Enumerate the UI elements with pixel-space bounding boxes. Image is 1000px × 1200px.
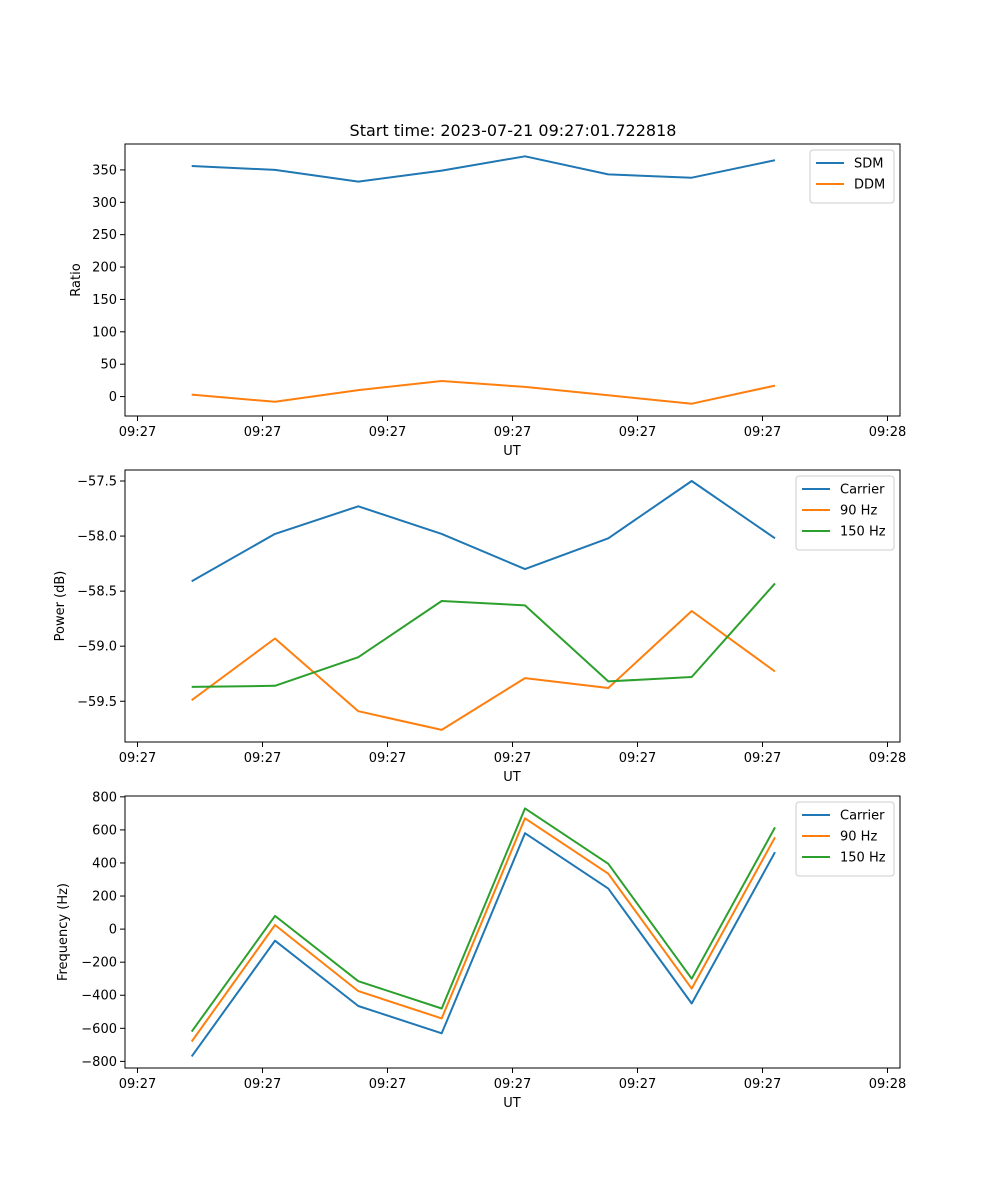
y-tick-label: −59.5	[77, 695, 117, 710]
series-line-90-hz	[191, 610, 776, 731]
legend: Carrier 90 Hz 150 Hz	[795, 475, 895, 551]
y-tick-label: −200	[81, 956, 117, 971]
x-tick-label: 09:27	[244, 425, 281, 440]
legend-entry: 90 Hz	[840, 504, 877, 519]
y-tick-label: −59.0	[77, 640, 117, 655]
axes-frame	[124, 469, 901, 743]
x-tick-label: 09:27	[619, 751, 656, 766]
legend-entry: 150 Hz	[840, 525, 886, 540]
series-line-sdm	[191, 155, 776, 183]
series-line-carrier	[191, 480, 776, 583]
x-tick-label: 09:27	[119, 751, 156, 766]
x-axis-label: UT	[503, 444, 521, 459]
x-tick-label: 09:27	[744, 751, 781, 766]
x-tick-label: 09:27	[119, 425, 156, 440]
x-tick-label: 09:27	[369, 751, 406, 766]
legend-entry: DDM	[854, 178, 885, 193]
legend-entry: SDM	[854, 157, 883, 172]
y-axis-label: Frequency (Hz)	[56, 883, 71, 981]
x-tick-label: 09:27	[494, 425, 531, 440]
y-axis-label: Power (dB)	[53, 571, 68, 642]
y-tick-label: 250	[92, 228, 117, 243]
y-tick-label: 50	[100, 358, 117, 373]
legend-entry: 150 Hz	[840, 851, 886, 866]
y-tick-label: 350	[92, 163, 117, 178]
axes-frame	[124, 143, 901, 417]
x-tick-label: 09:28	[869, 751, 906, 766]
series-line-150-hz	[190, 807, 776, 1033]
y-tick-label: 100	[92, 325, 117, 340]
chart-panels: 09:27 09:27 09:27 09:27 09:27 09:27 09:28 0 50 10…	[53, 143, 906, 1111]
chart-panel-1: 09:27 09:27 09:27 09:27 09:27 09:27 09:28 0 50 10…	[69, 143, 906, 459]
y-tick-label: 150	[92, 293, 117, 308]
x-tick-label: 09:27	[369, 1077, 406, 1092]
x-tick-label: 09:27	[369, 425, 406, 440]
x-tick-label: 09:28	[869, 1077, 906, 1092]
chart-panel-2: 09:27 09:27 09:27 09:27 09:27 09:27 09:28 −59.5…	[53, 469, 906, 785]
series-line-90-hz	[190, 817, 776, 1043]
legend-entry: Carrier	[840, 809, 885, 824]
y-tick-label: −58.0	[77, 530, 117, 545]
x-tick-label: 09:27	[494, 751, 531, 766]
x-tick-label: 09:27	[744, 425, 781, 440]
chart-panel-3: 09:27 09:27 09:27 09:27 09:27 09:27 09:28 −800 −…	[56, 790, 906, 1111]
x-tick-label: 09:27	[119, 1077, 156, 1092]
y-tick-label: 200	[92, 890, 117, 905]
series-line-ddm	[191, 380, 776, 405]
x-tick-label: 09:27	[619, 1077, 656, 1092]
y-tick-label: −600	[81, 1022, 117, 1037]
legend-entry: 90 Hz	[840, 830, 877, 845]
legend: Carrier 90 Hz 150 Hz	[795, 801, 895, 877]
x-tick-label: 09:27	[619, 425, 656, 440]
y-tick-label: 0	[109, 923, 117, 938]
y-tick-label: −58.5	[77, 585, 117, 600]
y-tick-label: 800	[92, 790, 117, 805]
y-tick-label: −400	[81, 989, 117, 1004]
y-axis-label: Ratio	[69, 263, 84, 296]
y-tick-label: 400	[92, 856, 117, 871]
y-tick-label: 200	[92, 261, 117, 276]
x-tick-label: 09:27	[744, 1077, 781, 1092]
x-tick-label: 09:27	[244, 751, 281, 766]
x-tick-label: 09:28	[869, 425, 906, 440]
legend: SDM DDM	[809, 149, 895, 204]
legend-entry: Carrier	[840, 483, 885, 498]
x-axis-label: UT	[503, 770, 521, 785]
x-axis-label: UT	[503, 1096, 521, 1111]
y-tick-label: −57.5	[77, 475, 117, 490]
x-tick-label: 09:27	[494, 1077, 531, 1092]
series-line-150-hz	[191, 582, 776, 688]
y-tick-label: −800	[81, 1055, 117, 1070]
x-tick-label: 09:27	[244, 1077, 281, 1092]
y-tick-label: 600	[92, 823, 117, 838]
chart-title: Start time: 2023-07-21 09:27:01.722818	[350, 121, 677, 140]
y-tick-label: 300	[92, 196, 117, 211]
y-tick-label: 0	[109, 390, 117, 405]
series-line-carrier	[190, 832, 776, 1057]
